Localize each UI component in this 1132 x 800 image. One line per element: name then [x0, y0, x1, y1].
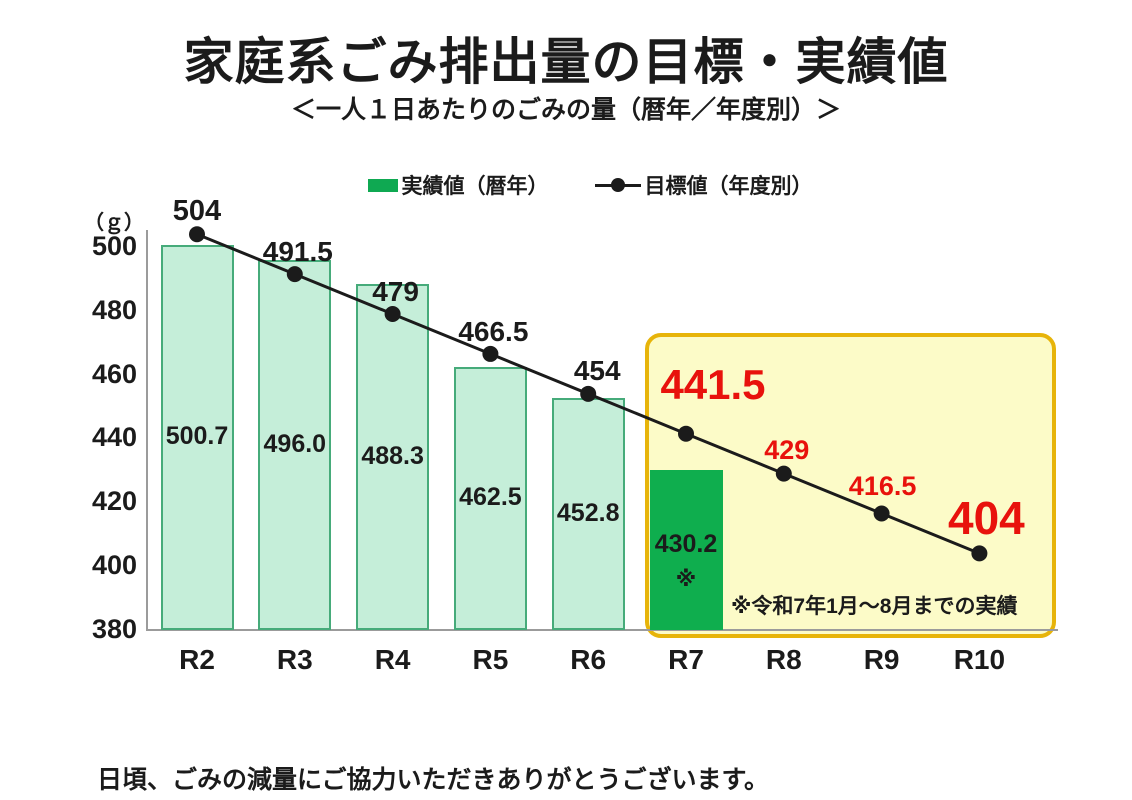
- actual-bar: [258, 259, 332, 630]
- footer-message: 日頃、ごみの減量にご協力いただきありがとうございます。 令和６年は目標を達成する…: [97, 698, 1082, 800]
- target-value-label: 479: [372, 275, 419, 307]
- x-tick-label: R4: [374, 644, 411, 675]
- highlight-note: ※令和7年1月～8月までの実績: [731, 595, 1018, 618]
- target-value-label: 441.5: [660, 360, 766, 408]
- bar-asterisk-mark: ※: [675, 567, 697, 591]
- actual-bar: [551, 397, 625, 630]
- bar-value-label: 430.2: [654, 530, 718, 559]
- legend-item-target: 目標値（年度別）: [594, 170, 813, 200]
- y-axis-line: [146, 230, 148, 631]
- bar-value-label: 462.5: [459, 483, 522, 512]
- actual-bar: [356, 284, 430, 630]
- y-tick-label: 420: [91, 486, 137, 517]
- bar-swatch-icon: [367, 178, 398, 192]
- chart-legend: 実績値（暦年） 目標値（年度別）: [48, 170, 1132, 200]
- target-point: [384, 306, 401, 323]
- target-value-label: 416.5: [848, 470, 917, 501]
- page-title: 家庭系ごみ排出量の目標・実績値: [183, 34, 949, 90]
- target-point: [482, 345, 499, 362]
- x-tick-label: R6: [570, 644, 607, 675]
- x-tick-label: R5: [472, 644, 509, 675]
- target-point: [189, 226, 205, 243]
- y-tick-label: 380: [91, 614, 137, 644]
- actual-bar: [160, 244, 234, 630]
- y-tick-label: 460: [91, 358, 137, 389]
- x-tick-label: R7: [668, 644, 704, 675]
- x-tick-label: R10: [953, 644, 1006, 675]
- target-point: [971, 545, 988, 562]
- target-point: [678, 425, 694, 442]
- x-tick-label: R2: [179, 644, 215, 675]
- legend-target-label: 目標値（年度別）: [644, 175, 813, 198]
- y-axis-unit-label: （ｇ）: [84, 212, 144, 234]
- bar-value-label: 500.7: [165, 422, 229, 451]
- target-point: [873, 505, 890, 522]
- line-dot-icon: [594, 178, 641, 192]
- bar-value-label: 488.3: [361, 442, 424, 471]
- actual-bar: [453, 366, 527, 630]
- target-value-label: 504: [172, 195, 222, 228]
- target-point: [775, 465, 792, 482]
- x-axis-line: [146, 629, 1058, 631]
- x-tick-label: R3: [276, 644, 313, 675]
- bar-value-label: 496.0: [263, 429, 327, 458]
- y-tick-label: 480: [91, 294, 137, 325]
- y-tick-label: 400: [91, 550, 137, 581]
- y-tick-label: 500: [91, 230, 137, 261]
- footer-line-1: 日頃、ごみの減量にご協力いただきありがとうございます。: [97, 766, 770, 794]
- actual-bar: [649, 469, 723, 630]
- target-value-label: 466.5: [458, 315, 529, 347]
- x-tick-label: R9: [863, 644, 900, 675]
- bar-value-label: 452.8: [556, 498, 620, 527]
- page-subtitle: ＜一人１日あたりのごみの量（暦年／年度別）＞: [290, 96, 841, 124]
- x-tick-label: R8: [765, 644, 802, 675]
- target-point: [286, 266, 303, 283]
- legend-actual-label: 実績値（暦年）: [401, 175, 549, 198]
- target-value-label: 454: [573, 355, 621, 387]
- target-value-label: 429: [764, 434, 810, 465]
- legend-item-actual: 実績値（暦年）: [367, 170, 549, 200]
- y-tick-label: 440: [91, 422, 137, 453]
- target-value-label: 491.5: [262, 235, 333, 267]
- target-value-label: 404: [948, 491, 1025, 544]
- target-point: [580, 385, 597, 402]
